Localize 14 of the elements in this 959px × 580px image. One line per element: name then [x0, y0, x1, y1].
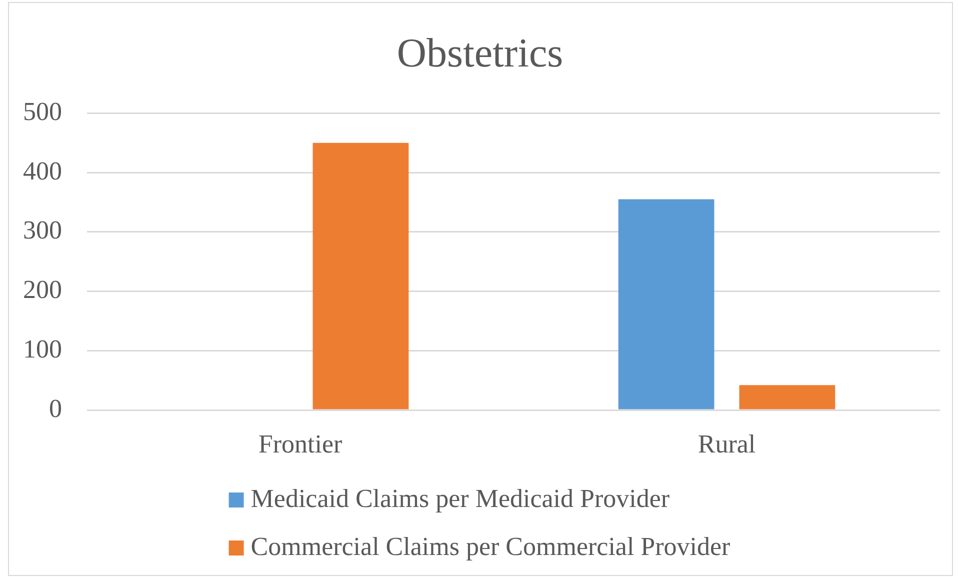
y-tick-label: 500	[23, 97, 62, 126]
bar	[618, 199, 714, 410]
legend-label: Medicaid Claims per Medicaid Provider	[250, 484, 670, 513]
y-tick-label: 300	[23, 216, 62, 245]
legend-label: Commercial Claims per Commercial Provider	[250, 532, 731, 561]
bar	[739, 385, 836, 410]
y-tick-label: 400	[23, 156, 62, 186]
y-tick-label: 0	[49, 394, 62, 423]
bar	[312, 142, 409, 410]
y-tick-label: 200	[23, 275, 62, 304]
x-tick-label: Rural	[698, 429, 756, 458]
y-tick-label: 100	[23, 334, 62, 364]
chart-title: Obstetrics	[396, 29, 564, 76]
x-tick-label: Frontier	[258, 429, 342, 458]
